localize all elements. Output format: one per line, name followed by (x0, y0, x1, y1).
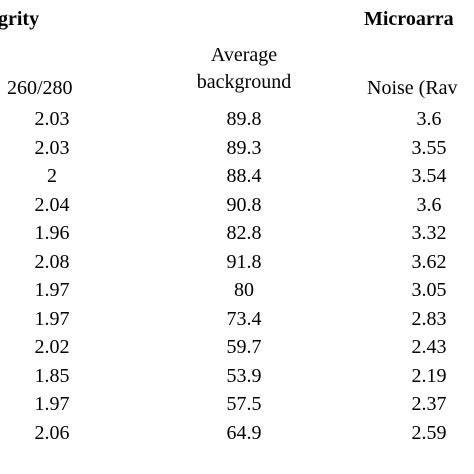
cell-ratio: 1.97 (34, 308, 70, 330)
cell-ratio: 2.02 (34, 336, 70, 358)
column-header-average-background: Average background (174, 42, 314, 96)
column-header-noise: Noise (Rav (367, 77, 458, 99)
cell-average-background: 80 (234, 279, 254, 301)
group-header-microarray: Microarra (364, 8, 454, 30)
cell-average-background: 64.9 (226, 422, 262, 444)
cell-average-background: 91.8 (226, 251, 262, 273)
cell-noise: 3.55 (411, 137, 447, 159)
cell-ratio: 2.08 (34, 251, 70, 273)
cell-ratio: 2.06 (34, 422, 70, 444)
cell-average-background: 73.4 (226, 308, 262, 330)
cell-ratio: 2.03 (34, 137, 70, 159)
cell-average-background: 90.8 (226, 194, 262, 216)
cell-ratio: 1.96 (34, 222, 70, 244)
cell-noise: 3.54 (411, 165, 447, 187)
cell-noise: 2.59 (411, 422, 447, 444)
cell-noise: 3.6 (416, 194, 442, 216)
cell-average-background: 53.9 (226, 365, 262, 387)
cell-average-background: 82.8 (226, 222, 262, 244)
cell-noise: 2.83 (411, 308, 447, 330)
cell-average-background: 88.4 (226, 165, 262, 187)
column-header-average-background-line1: Average (210, 44, 278, 66)
cell-ratio: 1.97 (34, 393, 70, 415)
group-header-integrity: grity (0, 8, 40, 30)
cell-noise: 3.32 (411, 222, 447, 244)
cell-average-background: 89.8 (226, 108, 262, 130)
cell-average-background: 89.3 (226, 137, 262, 159)
cell-noise: 2.37 (411, 393, 447, 415)
cell-ratio: 1.85 (34, 365, 70, 387)
cell-noise: 2.19 (411, 365, 447, 387)
cell-ratio: 1.97 (34, 279, 70, 301)
cell-noise: 3.62 (411, 251, 447, 273)
cell-noise: 3.05 (411, 279, 447, 301)
cell-noise: 3.6 (416, 108, 442, 130)
cell-ratio: 2.04 (34, 194, 70, 216)
cell-average-background: 59.7 (226, 336, 262, 358)
column-header-average-background-line2: background (196, 71, 292, 93)
column-header-ratio: 260/280 (7, 77, 73, 99)
cell-ratio: 2 (47, 165, 57, 187)
cell-ratio: 2.03 (34, 108, 70, 130)
cell-average-background: 57.5 (226, 393, 262, 415)
cell-noise: 2.43 (411, 336, 447, 358)
